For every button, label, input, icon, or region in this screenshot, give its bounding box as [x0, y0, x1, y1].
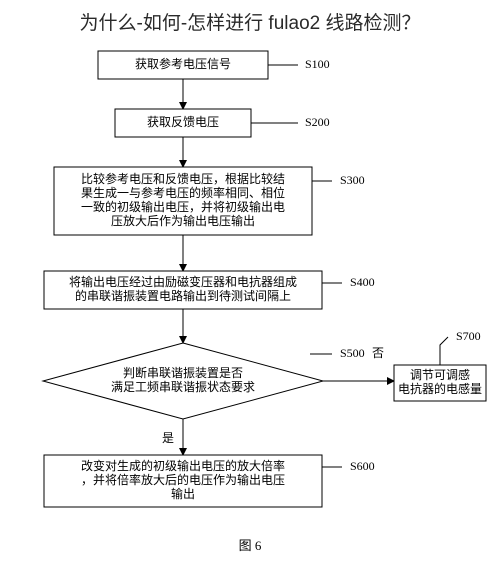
- svg-text:是: 是: [162, 431, 174, 445]
- svg-text:获取参考电压信号: 获取参考电压信号: [135, 56, 231, 71]
- svg-text:的串联谐振装置电路输出到待测试间隔上: 的串联谐振装置电路输出到待测试间隔上: [75, 288, 291, 303]
- figure-label: 图 6: [0, 535, 500, 554]
- node-s600: 改变对生成的初级输出电压的放大倍率，并将倍率放大后的电压作为输出电压输出 S600: [44, 455, 375, 507]
- svg-text:比较参考电压和反馈电压，根据比较结: 比较参考电压和反馈电压，根据比较结: [81, 171, 285, 186]
- svg-text:改变对生成的初级输出电压的放大倍率: 改变对生成的初级输出电压的放大倍率: [81, 458, 285, 473]
- svg-text:S700: S700: [456, 329, 481, 343]
- svg-text:，并将倍率放大后的电压作为输出电压: ，并将倍率放大后的电压作为输出电压: [81, 472, 285, 487]
- svg-text:S400: S400: [350, 275, 375, 289]
- node-s700: 调节可调感电抗器的电感量 S700: [394, 329, 486, 401]
- svg-text:一致的初级输出电压，并将初级输出电: 一致的初级输出电压，并将初级输出电: [81, 199, 285, 214]
- svg-text:将输出电压经过由励磁变压器和电抗器组成: 将输出电压经过由励磁变压器和电抗器组成: [69, 274, 297, 289]
- node-s300: 比较参考电压和反馈电压，根据比较结果生成一与参考电压的频率相同、相位一致的初级输…: [54, 167, 365, 235]
- node-s400: 将输出电压经过由励磁变压器和电抗器组成的串联谐振装置电路输出到待测试间隔上 S40…: [44, 271, 375, 309]
- svg-text:输出: 输出: [171, 486, 195, 501]
- svg-text:压放大后作为输出电压输出: 压放大后作为输出电压输出: [111, 213, 255, 228]
- svg-text:判断串联谐振装置是否: 判断串联谐振装置是否: [123, 365, 243, 380]
- svg-text:获取反馈电压: 获取反馈电压: [147, 115, 219, 129]
- svg-text:S600: S600: [350, 459, 375, 473]
- page-title: 为什么-如何-怎样进行 fulao2 线路检测？: [0, 0, 500, 39]
- flowchart: 获取参考电压信号 S100 获取反馈电压 S200 比较参考电压和反馈电压，根据比较结果…: [0, 39, 500, 529]
- svg-text:否: 否: [372, 346, 384, 360]
- svg-text:电抗器的电感量: 电抗器的电感量: [398, 381, 482, 396]
- node-s500: 判断串联谐振装置是否满足工频串联谐振状态要求是 否 S500: [43, 343, 384, 445]
- svg-text:S300: S300: [340, 173, 365, 187]
- svg-text:满足工频串联谐振状态要求: 满足工频串联谐振状态要求: [111, 380, 255, 394]
- svg-text:S100: S100: [305, 57, 330, 71]
- svg-text:S200: S200: [305, 115, 330, 129]
- svg-text:S500: S500: [340, 346, 365, 360]
- svg-text:调节可调感: 调节可调感: [410, 367, 470, 382]
- svg-text:果生成一与参考电压的频率相同、相位: 果生成一与参考电压的频率相同、相位: [81, 185, 285, 200]
